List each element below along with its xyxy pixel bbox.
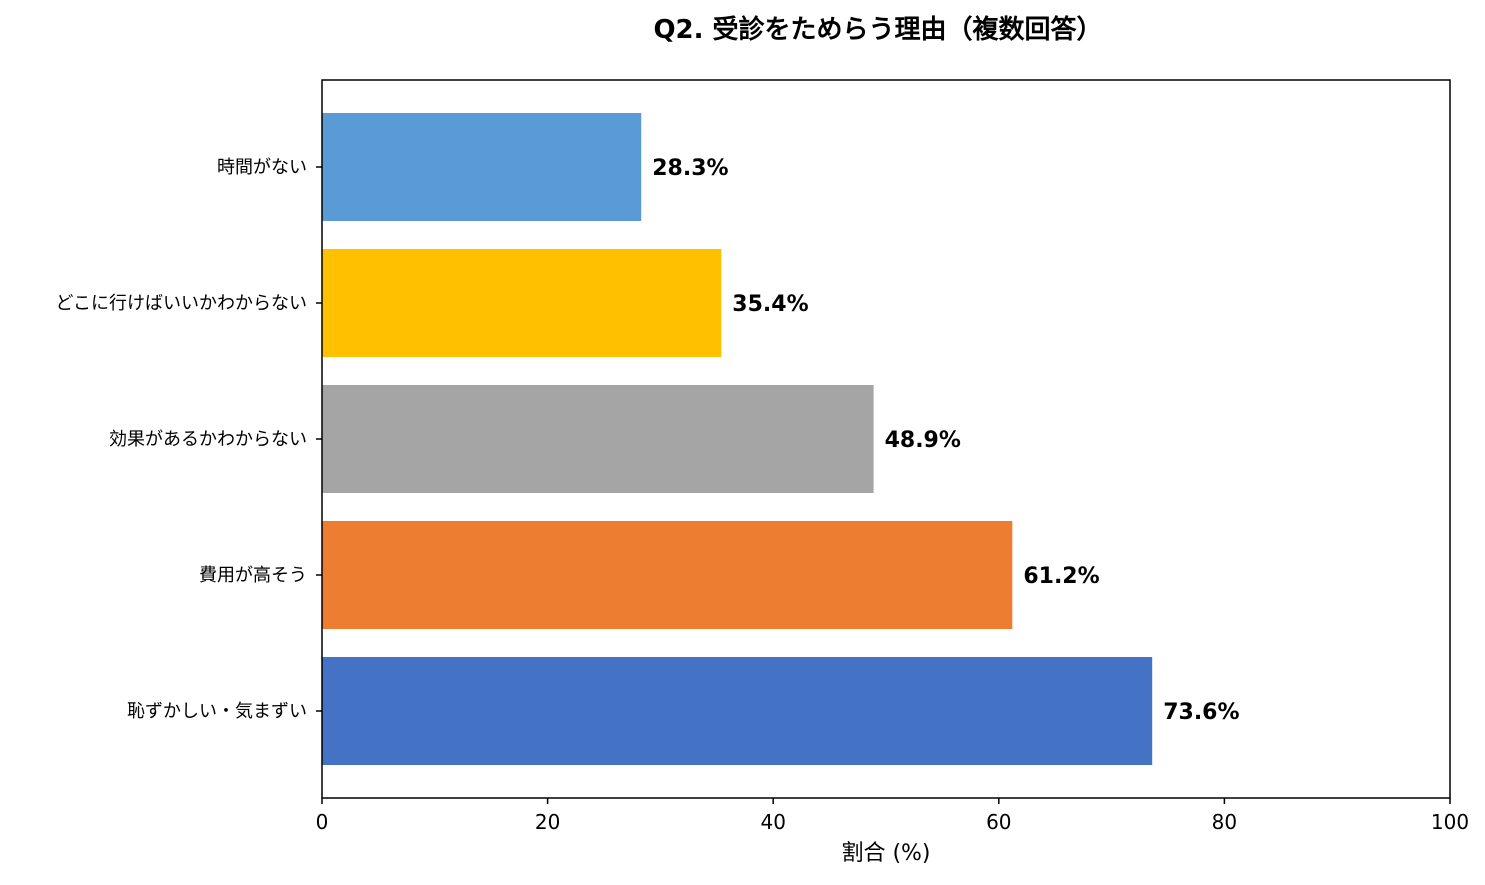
x-tick-label: 60 [986, 810, 1011, 834]
bar-value-label: 73.6% [1163, 700, 1239, 725]
plot-frame [321, 79, 1451, 799]
bar-value-label: 35.4% [732, 292, 808, 317]
chart-title: Q2. 受診をためらう理由（複数回答） [653, 14, 1102, 45]
category-label: 時間がない [217, 157, 307, 178]
x-axis: 0 20 40 60 80 100 [316, 798, 1469, 834]
bar [322, 113, 642, 221]
bar-value-label: 61.2% [1023, 564, 1099, 589]
x-tick-label: 40 [760, 810, 785, 834]
value-labels-layer: 28.3% 35.4% 48.9% 61.2% 73.6% [652, 156, 1239, 725]
category-label: 恥ずかしい・気まずい [127, 701, 307, 722]
bar [322, 249, 722, 357]
y-axis: 時間がないどこに行けばいいかわからない効果があるかわからない費用が高そう恥ずかし… [56, 157, 322, 722]
bar [322, 521, 1013, 629]
x-tick-label: 0 [316, 810, 329, 834]
x-tick-label: 20 [535, 810, 560, 834]
x-tick-label: 80 [1212, 810, 1237, 834]
bar [322, 385, 874, 493]
category-label: 費用が高そう [199, 565, 307, 586]
category-label: どこに行けばいいかわからない [56, 293, 307, 314]
bar [322, 657, 1153, 765]
x-tick-label: 100 [1431, 810, 1469, 834]
category-label: 効果があるかわからない [109, 429, 307, 450]
bar-value-label: 28.3% [652, 156, 728, 181]
bar-value-label: 48.9% [885, 428, 961, 453]
bars-layer [322, 113, 1153, 765]
x-axis-label: 割合 (%) [841, 841, 930, 866]
